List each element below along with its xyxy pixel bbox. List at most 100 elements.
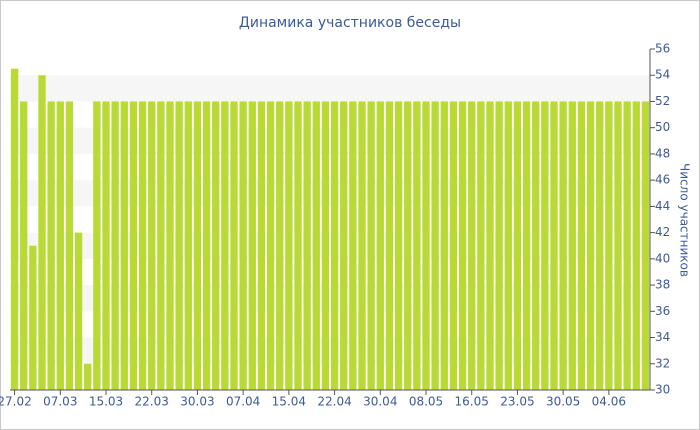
x-tick-label: 27.02	[0, 395, 32, 409]
bar	[568, 101, 576, 390]
bar	[404, 101, 412, 390]
y-axis-label: Число участников	[678, 163, 692, 277]
bar	[166, 101, 174, 390]
y-tick-label: 56	[655, 42, 670, 56]
bar	[84, 363, 92, 390]
bar	[74, 232, 83, 390]
bar	[367, 101, 375, 390]
bar	[266, 101, 275, 390]
bar	[349, 101, 357, 390]
bar	[440, 101, 448, 390]
x-tick-label: 30.03	[180, 395, 214, 409]
bar	[586, 101, 595, 390]
chart-title: Динамика участников беседы	[239, 15, 461, 31]
background-band	[10, 75, 650, 102]
y-tick-label: 48	[655, 146, 670, 160]
bar	[47, 101, 55, 390]
y-tick-label: 32	[655, 356, 670, 370]
bar	[522, 101, 531, 390]
bar	[321, 101, 330, 390]
bar	[468, 101, 476, 390]
bar	[623, 101, 631, 390]
bar	[276, 101, 284, 390]
bar	[38, 75, 46, 390]
bar	[614, 101, 622, 390]
bar	[120, 101, 128, 390]
x-tick-label: 23.05	[500, 395, 534, 409]
bar	[376, 101, 384, 390]
bar	[193, 101, 202, 390]
bar	[212, 101, 220, 390]
bar	[20, 101, 28, 390]
bar	[541, 101, 549, 390]
y-tick-label: 42	[655, 225, 670, 239]
bar	[431, 101, 439, 390]
bar	[56, 101, 64, 390]
bar	[559, 101, 567, 390]
x-tick-label: 22.03	[135, 395, 169, 409]
bar	[486, 101, 494, 390]
bar	[111, 101, 119, 390]
x-tick-label: 30.04	[363, 395, 397, 409]
bar	[394, 101, 403, 390]
y-tick-label: 36	[655, 304, 670, 318]
bar	[330, 101, 339, 390]
bar	[495, 101, 503, 390]
bar	[340, 101, 348, 390]
x-tick-label: 15.03	[89, 395, 123, 409]
bar	[632, 101, 640, 390]
y-tick-label: 50	[655, 120, 670, 134]
x-tick-label: 08.05	[409, 395, 443, 409]
x-tick-label: 07.03	[43, 395, 77, 409]
bar	[641, 101, 650, 390]
bar	[129, 101, 138, 390]
bar	[532, 101, 540, 390]
bar	[157, 101, 165, 390]
bar	[248, 101, 256, 390]
bar	[102, 101, 110, 390]
bar	[239, 101, 247, 390]
bar	[605, 101, 613, 390]
bar	[175, 101, 183, 390]
bar	[93, 101, 101, 390]
bar	[413, 101, 421, 390]
bar	[285, 101, 293, 390]
bar	[148, 101, 156, 390]
y-tick-label: 38	[655, 278, 670, 292]
bar	[312, 101, 320, 390]
y-tick-label: 54	[655, 68, 670, 82]
y-tick-label: 30	[655, 383, 670, 397]
bar	[202, 101, 211, 390]
y-tick-label: 40	[655, 251, 670, 265]
bar	[257, 101, 266, 390]
bar	[504, 101, 512, 390]
bar	[385, 101, 394, 390]
y-tick-label: 44	[655, 199, 670, 213]
bar	[449, 101, 458, 390]
bar	[221, 101, 229, 390]
y-tick-label: 46	[655, 173, 670, 187]
bar	[596, 101, 604, 390]
x-tick-label: 16.05	[455, 395, 489, 409]
bar	[65, 101, 74, 390]
y-tick-label: 52	[655, 94, 670, 108]
x-tick-label: 22.04	[317, 395, 351, 409]
bar	[458, 101, 467, 390]
x-tick-label: 07.04	[226, 395, 260, 409]
bar	[230, 101, 238, 390]
bar	[477, 101, 485, 390]
bar	[294, 101, 302, 390]
bar	[577, 101, 586, 390]
x-tick-label: 30.05	[546, 395, 580, 409]
bar	[10, 68, 19, 390]
bar	[422, 101, 430, 390]
bar	[358, 101, 366, 390]
y-tick-label: 34	[655, 330, 670, 344]
bar	[303, 101, 311, 390]
x-tick-label: 15.04	[272, 395, 306, 409]
bar	[29, 245, 37, 390]
bar	[550, 101, 558, 390]
bar	[138, 101, 147, 390]
